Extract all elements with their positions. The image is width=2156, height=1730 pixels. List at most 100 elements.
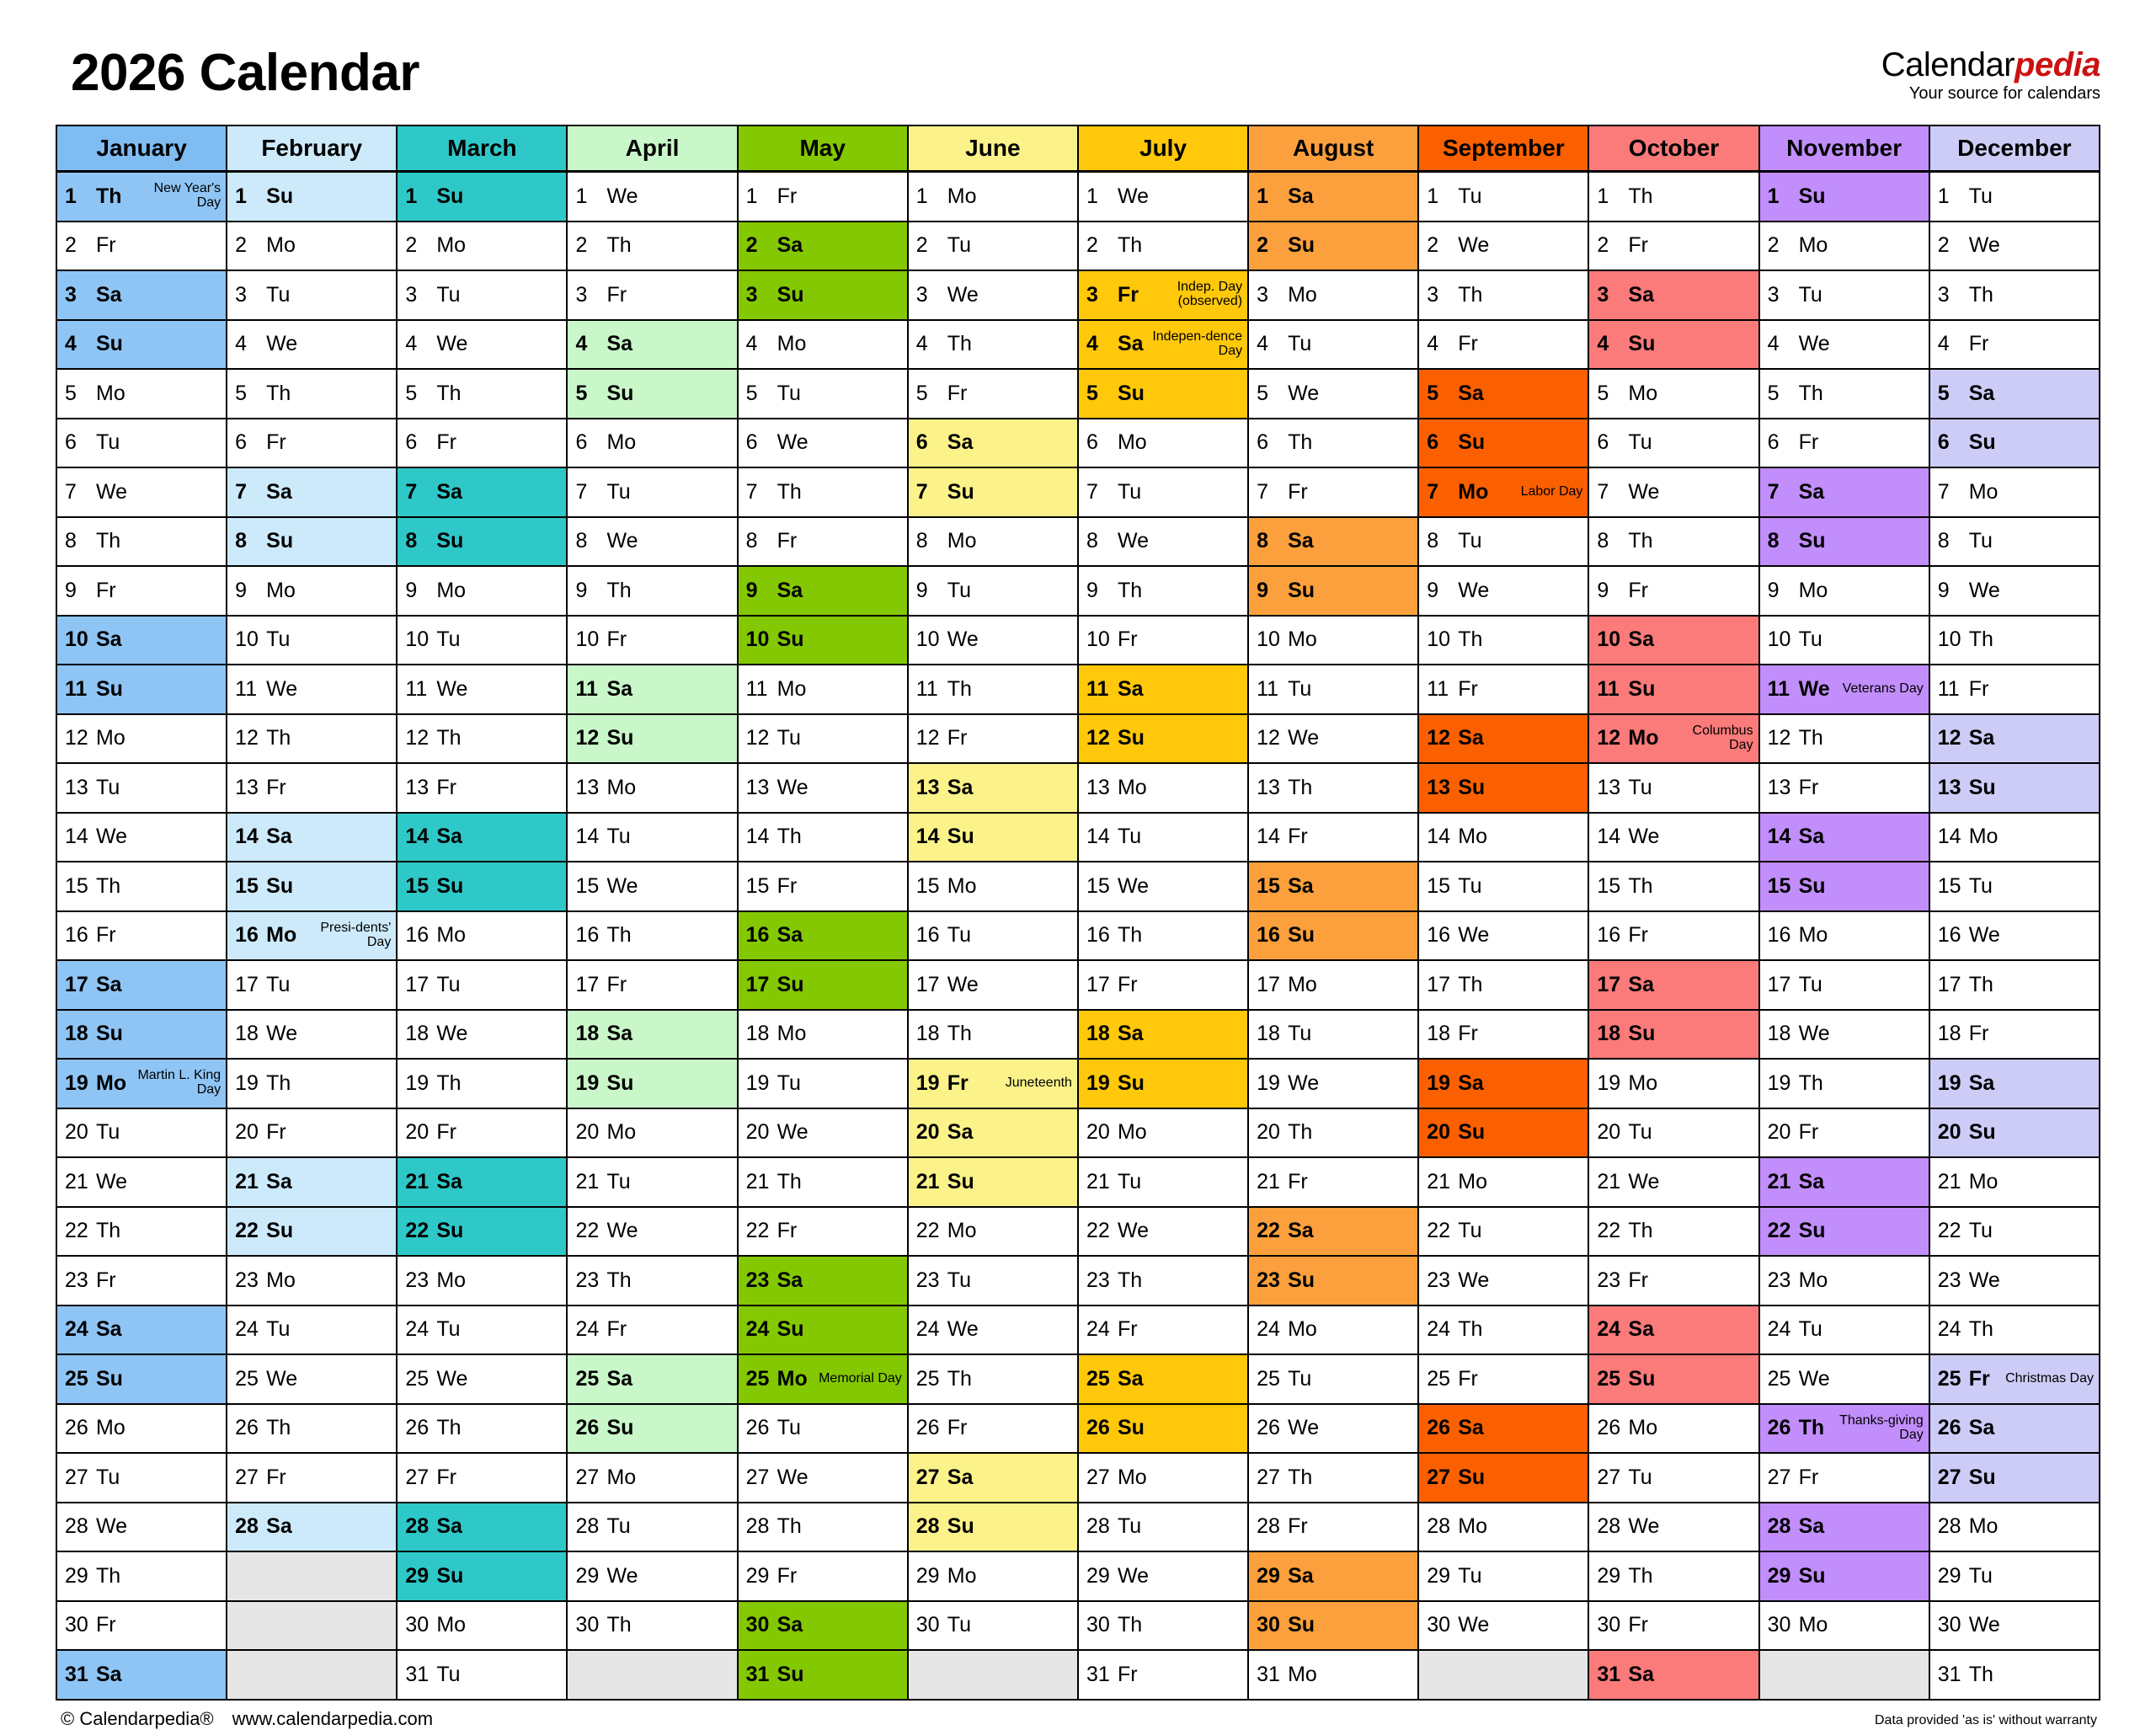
day-cell[interactable]: 29 Tu [1928,1551,2101,1602]
day-cell[interactable]: 20 Mo [1076,1107,1250,1158]
day-cell[interactable]: 29 Su [396,1551,568,1602]
day-cell[interactable]: 20 Mo [566,1107,739,1158]
day-cell[interactable]: 17 Mo [1247,959,1420,1011]
day-cell[interactable]: 6 We [736,417,909,468]
day-cell[interactable]: 20 We [736,1107,909,1158]
day-cell[interactable]: 4 Th [906,318,1079,370]
day-cell[interactable]: 22 Fr [736,1205,909,1257]
day-cell[interactable]: 8 Su [396,515,568,567]
day-cell[interactable]: 16 We [1928,910,2101,961]
day-cell[interactable]: 1 We [566,170,739,222]
day-cell[interactable]: 19 Su [566,1058,739,1109]
day-cell[interactable]: 21 Sa [226,1156,398,1208]
day-cell[interactable]: 29 Mo [906,1551,1079,1602]
day-cell[interactable]: 10 Fr [566,614,739,665]
day-cell[interactable]: 11 Fr [1417,664,1590,715]
day-cell[interactable]: 19 Th [396,1058,568,1109]
day-cell[interactable]: 29 We [566,1551,739,1602]
day-cell[interactable]: 18 Fr [1417,1008,1590,1060]
day-cell[interactable]: 26 Th [226,1402,398,1454]
day-cell[interactable]: 16 Th [1076,910,1250,961]
day-cell[interactable]: 24 Mo [1247,1304,1420,1355]
day-cell[interactable]: 16 Tu [906,910,1079,961]
day-cell[interactable]: 5 Su [1076,368,1250,419]
day-cell[interactable]: 31 Su [736,1649,909,1701]
day-cell[interactable]: 2 Th [1076,220,1250,271]
day-cell[interactable]: 13 Th [1247,762,1420,814]
day-cell[interactable]: 19 Mo [1588,1058,1760,1109]
day-cell[interactable]: 31 Th [1928,1649,2101,1701]
day-cell[interactable]: 6 Su [1417,417,1590,468]
day-cell[interactable]: 25 Su [1588,1354,1760,1405]
day-cell[interactable]: 12 Su [1076,713,1250,764]
day-cell[interactable]: 13 We [736,762,909,814]
day-cell[interactable]: 4 Sa Indepen-​dence Day [1076,318,1250,370]
day-cell[interactable]: 18 Su [1588,1008,1760,1060]
day-cell[interactable]: 22 Su [1758,1205,1930,1257]
day-cell[interactable]: 14 Sa [226,811,398,862]
day-cell[interactable]: 25 Su [55,1354,228,1405]
day-cell[interactable]: 22 Th [1588,1205,1760,1257]
day-cell[interactable]: 6 Fr [226,417,398,468]
day-cell[interactable]: 20 Th [1247,1107,1420,1158]
day-cell[interactable]: 20 Tu [55,1107,228,1158]
day-cell[interactable]: 10 Th [1928,614,2101,665]
day-cell[interactable]: 23 Th [566,1255,739,1306]
day-cell[interactable]: 21 Fr [1247,1156,1420,1208]
day-cell[interactable]: 24 Su [736,1304,909,1355]
month-header-august[interactable]: August [1247,125,1420,173]
day-cell[interactable]: 28 Sa [396,1501,568,1552]
day-cell[interactable]: 6 Fr [396,417,568,468]
day-cell[interactable]: 22 We [1076,1205,1250,1257]
day-cell[interactable]: 26 Th Thanks-​giving Day [1758,1402,1930,1454]
day-cell[interactable]: 13 Fr [226,762,398,814]
day-cell[interactable]: 4 Tu [1247,318,1420,370]
day-cell[interactable]: 1 Tu [1417,170,1590,222]
day-cell[interactable]: 27 Tu [55,1452,228,1503]
day-cell[interactable]: 15 We [566,861,739,912]
day-cell[interactable]: 9 Tu [906,565,1079,617]
day-cell[interactable]: 12 We [1247,713,1420,764]
day-cell[interactable]: 26 Su [1076,1402,1250,1454]
day-cell[interactable]: 24 Tu [396,1304,568,1355]
month-header-february[interactable]: February [226,125,398,173]
day-cell[interactable]: 23 Sa [736,1255,909,1306]
day-cell[interactable]: 19 Mo Martin L. King Day [55,1058,228,1109]
day-cell[interactable]: 16 Su [1247,910,1420,961]
day-cell[interactable]: 16 Th [566,910,739,961]
day-cell[interactable]: 7 Sa [226,467,398,518]
day-cell[interactable]: 7 We [55,467,228,518]
day-cell[interactable]: 14 Sa [396,811,568,862]
day-cell[interactable]: 9 Su [1247,565,1420,617]
day-cell[interactable]: 8 Su [1758,515,1930,567]
day-cell[interactable]: 16 We [1417,910,1590,961]
month-header-july[interactable]: July [1076,125,1250,173]
day-cell[interactable]: 24 Sa [55,1304,228,1355]
day-cell[interactable]: 8 Th [1588,515,1760,567]
day-cell[interactable]: 9 We [1417,565,1590,617]
day-cell[interactable]: 15 Su [1758,861,1930,912]
day-cell[interactable]: 25 We [226,1354,398,1405]
day-cell[interactable]: 21 Th [736,1156,909,1208]
footer-website-link[interactable]: www.calendarpedia.com [232,1707,434,1729]
day-cell[interactable]: 27 Su [1928,1452,2101,1503]
day-cell[interactable]: 6 Sa [906,417,1079,468]
day-cell[interactable]: 20 Su [1928,1107,2101,1158]
day-cell[interactable]: 27 Sa [906,1452,1079,1503]
day-cell[interactable]: 27 Fr [396,1452,568,1503]
day-cell[interactable]: 14 Th [736,811,909,862]
day-cell[interactable]: 7 Tu [566,467,739,518]
day-cell[interactable]: 22 Sa [1247,1205,1420,1257]
day-cell[interactable]: 4 Fr [1417,318,1590,370]
day-cell[interactable]: 29 Su [1758,1551,1930,1602]
day-cell[interactable]: 8 Mo [906,515,1079,567]
day-cell[interactable]: 19 Sa [1928,1058,2101,1109]
day-cell[interactable]: 15 Tu [1417,861,1590,912]
day-cell[interactable]: 3 Su [736,270,909,321]
day-cell[interactable]: 30 Su [1247,1599,1420,1651]
day-cell[interactable]: 17 We [906,959,1079,1011]
day-cell[interactable]: 1 Th [1588,170,1760,222]
day-cell[interactable]: 16 Mo [1758,910,1930,961]
day-cell[interactable]: 4 Mo [736,318,909,370]
day-cell[interactable]: 15 Su [396,861,568,912]
